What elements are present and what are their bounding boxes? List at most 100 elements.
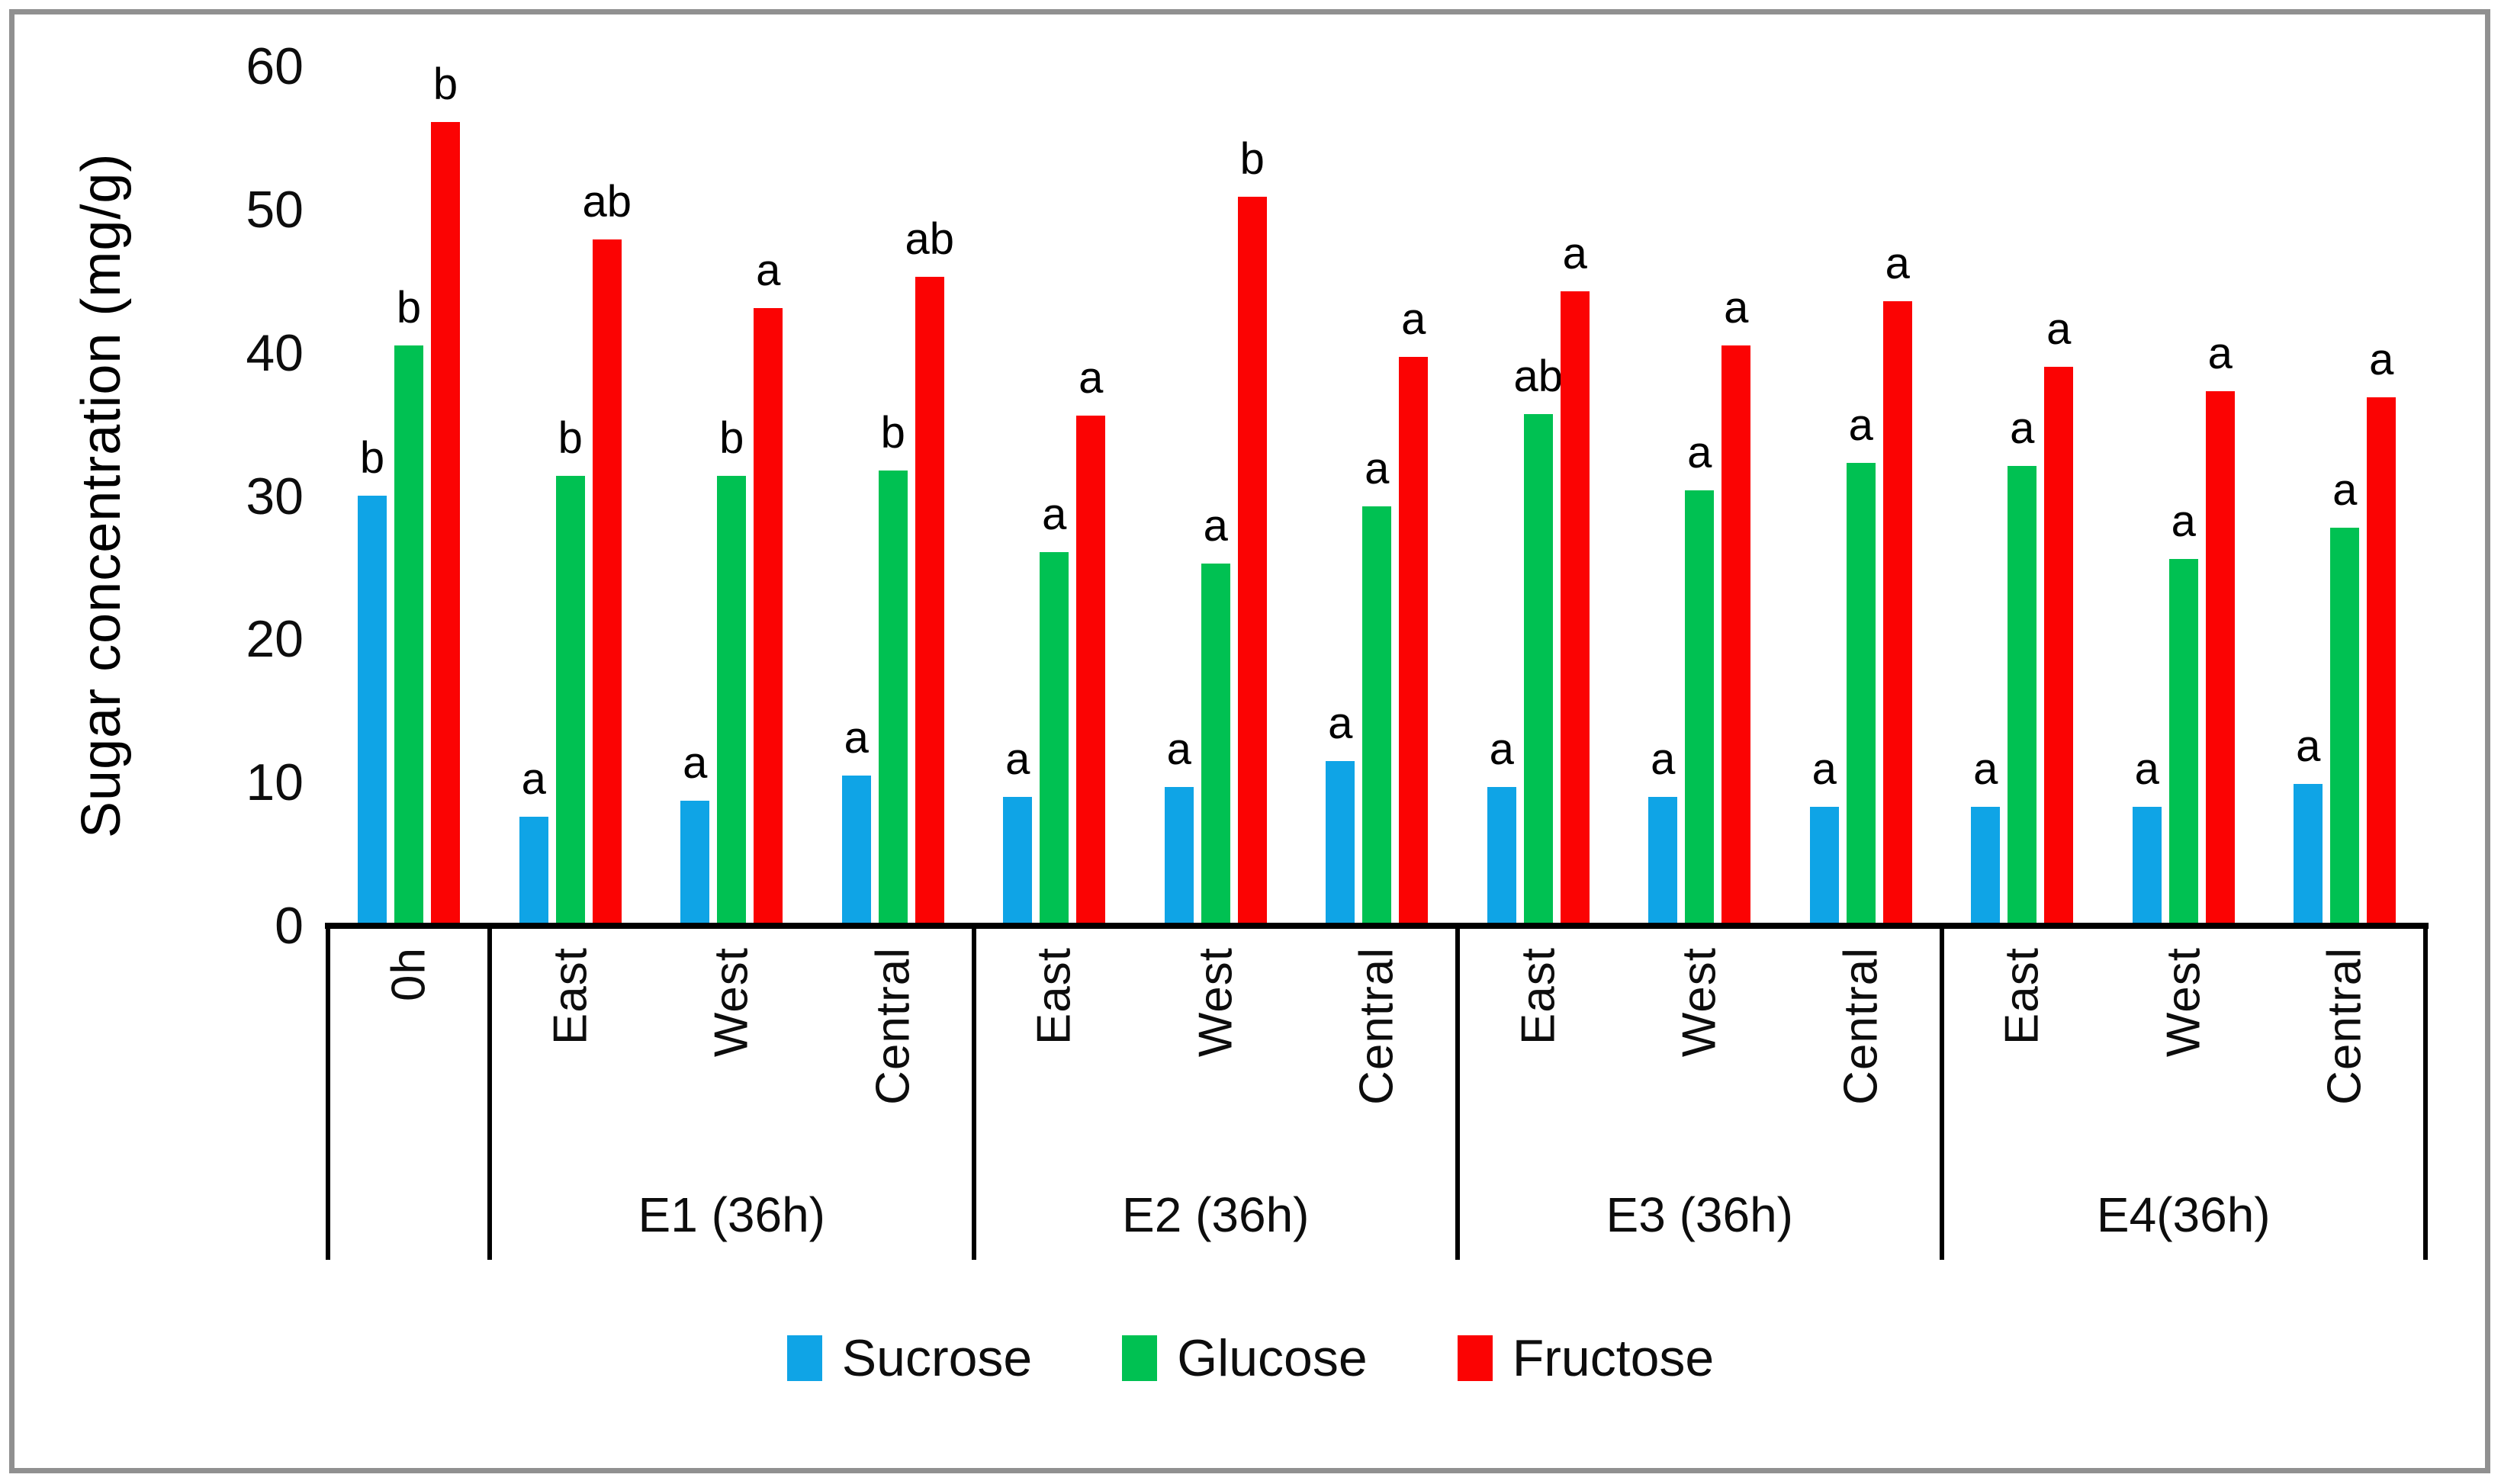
bar-glucose-east [1040, 551, 1069, 924]
significance-letter: a [1811, 744, 1837, 794]
category-label: West [1673, 947, 1726, 1058]
significance-letter: a [1489, 724, 1514, 774]
bar-glucose-central [2330, 527, 2360, 924]
bar-fructose-central [1399, 357, 1429, 924]
legend-label: Glucose [1177, 1329, 1368, 1387]
bar-fructose-west [1721, 345, 1751, 924]
significance-letter: ab [905, 214, 954, 265]
significance-letter: a [521, 754, 546, 805]
bar-fructose-west [754, 308, 783, 924]
y-tick-label: 10 [246, 753, 304, 812]
bar-glucose-central [878, 470, 908, 924]
significance-letter: a [1973, 744, 1998, 794]
section-title: E2 (36h) [1122, 1187, 1310, 1242]
significance-letter: b [432, 59, 458, 110]
y-tick-label: 0 [275, 897, 304, 955]
figure-border [9, 9, 2490, 1473]
significance-letter: a [1401, 294, 1426, 345]
bar-sucrose-east [1003, 796, 1033, 924]
bar-sucrose-west [1164, 786, 1194, 924]
significance-letter: a [2369, 334, 2394, 384]
significance-letter: a [1848, 400, 1873, 451]
legend: Sucrose Glucose Fructose [0, 1328, 2501, 1388]
category-table-divider [2423, 923, 2428, 1260]
section-title: E3 (36h) [1606, 1187, 1793, 1242]
significance-letter: a [2207, 329, 2233, 379]
y-tick-label: 20 [246, 610, 304, 669]
bar-sucrose-west [2132, 807, 2162, 924]
bar-fructose-east [2044, 367, 2074, 924]
significance-letter: a [1724, 283, 1749, 333]
bar-fructose-0h [431, 122, 460, 924]
category-table-divider [326, 923, 330, 1260]
significance-letter: ab [1513, 352, 1563, 402]
y-tick-label: 60 [246, 37, 304, 96]
significance-letter: b [558, 413, 583, 464]
category-label: East [1027, 947, 1081, 1046]
significance-letter: a [1885, 239, 1910, 289]
category-table-divider [971, 923, 976, 1260]
significance-letter: a [1562, 228, 1587, 278]
significance-letter: b [396, 283, 422, 333]
sucrose-swatch-icon [786, 1335, 822, 1381]
bar-glucose-central [1846, 463, 1876, 924]
bar-sucrose-west [680, 801, 710, 924]
category-label: 0h [382, 947, 436, 1001]
section-title: E1 (36h) [638, 1187, 825, 1242]
category-table-divider [1939, 923, 1944, 1260]
significance-letter: a [2046, 304, 2072, 355]
bar-sucrose-central [2294, 783, 2323, 924]
bar-sucrose-central [1809, 807, 1839, 924]
legend-item-glucose: Glucose [1122, 1328, 1368, 1388]
bar-glucose-0h [394, 345, 423, 924]
category-label: Central [1834, 947, 1888, 1105]
bar-sucrose-east [519, 817, 548, 924]
bar-glucose-west [717, 476, 747, 924]
significance-letter: a [683, 738, 708, 789]
significance-letter: a [2010, 403, 2035, 454]
significance-letter: a [1203, 500, 1228, 551]
y-tick-label: 50 [246, 181, 304, 239]
significance-letter: a [1005, 734, 1030, 784]
significance-letter: b [719, 413, 744, 464]
category-label: West [1189, 947, 1242, 1058]
bar-fructose-east [1560, 291, 1590, 924]
bar-fructose-central [915, 277, 944, 924]
legend-item-sucrose: Sucrose [786, 1328, 1033, 1388]
bar-fructose-east [592, 239, 622, 924]
category-label: West [2157, 947, 2210, 1058]
category-label: Central [2318, 947, 2371, 1105]
significance-letter: a [756, 246, 781, 296]
bar-fructose-central [1882, 301, 1912, 924]
significance-letter: b [359, 433, 385, 483]
bar-glucose-east [555, 476, 585, 924]
bar-glucose-central [1362, 506, 1392, 924]
category-table-divider [487, 923, 492, 1260]
significance-letter: a [844, 712, 869, 763]
bar-sucrose-east [1971, 807, 2001, 924]
significance-letter: b [880, 407, 905, 458]
significance-letter: a [2134, 744, 2159, 794]
significance-letter: a [2332, 464, 2358, 515]
bar-glucose-west [1685, 490, 1715, 924]
y-tick-label: 40 [246, 323, 304, 382]
y-tick-label: 30 [246, 467, 304, 525]
significance-letter: b [1239, 133, 1265, 184]
bar-sucrose-east [1487, 786, 1516, 924]
bar-glucose-west [1201, 563, 1230, 924]
bar-sucrose-west [1648, 796, 1678, 924]
category-label: East [1512, 947, 1565, 1046]
x-axis-line [325, 923, 2429, 929]
significance-letter: a [1687, 427, 1712, 477]
significance-letter: a [1166, 724, 1191, 774]
bar-glucose-east [2008, 466, 2037, 924]
legend-label: Sucrose [841, 1329, 1033, 1387]
bar-sucrose-central [841, 775, 871, 924]
bar-sucrose-0h [358, 496, 387, 924]
significance-letter: ab [582, 177, 632, 227]
section-title: E4(36h) [2096, 1187, 2271, 1242]
legend-label: Fructose [1512, 1329, 1715, 1387]
bar-fructose-central [2367, 397, 2397, 924]
y-axis-title: Sugar concentration (mg/g) [71, 153, 132, 839]
bar-sucrose-central [1326, 760, 1355, 924]
